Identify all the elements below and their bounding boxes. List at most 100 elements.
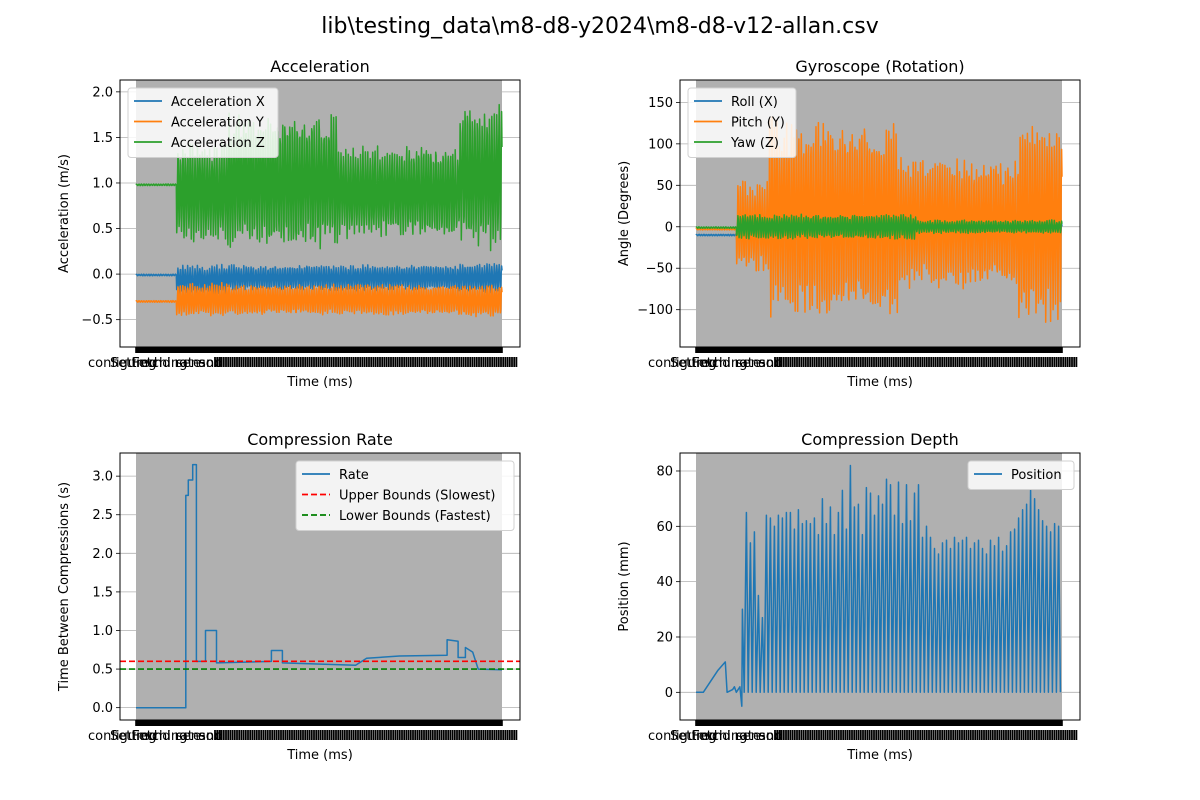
x-tick-label-overlap <box>774 730 1078 740</box>
series-pitch-y <box>695 116 1063 323</box>
legend-label: Acceleration Y <box>171 116 264 131</box>
x-tick-label: Fetching <box>692 356 747 371</box>
x-tick-label: sensor <box>176 356 220 371</box>
x-tick-label: Fetching <box>692 729 747 744</box>
x-tick-label: Setting <box>110 729 157 744</box>
series-rate <box>136 463 503 709</box>
legend-box <box>967 460 1075 490</box>
y-tick-label: 50 <box>656 179 673 194</box>
y-axis-label: Time Between Compressions (s) <box>57 482 72 692</box>
legend-label: Position <box>1011 468 1062 483</box>
y-tick-label: 0.5 <box>92 663 113 678</box>
x-tick-label: sensor <box>736 356 780 371</box>
y-tick-label: 3.0 <box>92 470 113 485</box>
x-tick-label: Setting <box>670 356 717 371</box>
axes-frame <box>679 79 1081 348</box>
x-axis-label: Time (ms) <box>846 375 913 390</box>
x-tick-label: Setting <box>110 356 157 371</box>
chart-title: Acceleration <box>270 57 369 76</box>
x-ticks <box>135 720 503 726</box>
x-tick-label: nd rate <box>154 729 201 744</box>
x-tick-label: nd rate <box>714 356 761 371</box>
y-tick-label: 1.5 <box>92 131 113 146</box>
chart-compression-rate: 0.0 0.5 1.0 1.5 2.0 2.5 3.0 configuredSettingFe… <box>57 430 521 763</box>
x-tick-label: configured <box>88 356 157 371</box>
y-axis-label: Position (mm) <box>617 541 632 631</box>
series-acceleration-y <box>135 281 503 318</box>
y-tick-label: 40 <box>656 575 673 590</box>
x-tick-label: sensor <box>176 729 220 744</box>
series-acceleration-x <box>135 263 503 296</box>
y-axis-label: Angle (Degrees) <box>617 161 632 266</box>
legend-label: Roll (X) <box>731 95 778 110</box>
y-tick-label: −100 <box>637 303 673 318</box>
x-tick-label: Setting <box>670 729 717 744</box>
series-yaw-z <box>695 213 1063 240</box>
y-tick-label: 80 <box>656 464 673 479</box>
x-tick-label: configured <box>648 356 717 371</box>
legend-label: Lower Bounds (Fastest) <box>339 509 491 524</box>
x-tick-label: nd rate <box>154 356 201 371</box>
legend: Roll (X) Pitch (Y) Yaw (Z) <box>687 87 797 158</box>
y-tick-label: 0.0 <box>92 268 113 283</box>
series-acceleration-z <box>135 103 503 252</box>
x-tick-label: Fetching <box>132 356 187 371</box>
chart-acceleration: −0.5 0.0 0.5 1.0 1.5 2.0 configuredSettingFetc… <box>57 57 521 390</box>
legend: Position <box>967 460 1075 490</box>
series-position <box>696 464 1062 707</box>
y-tick-label: −50 <box>646 262 673 277</box>
x-tick-label-overlap <box>214 357 518 367</box>
y-tick-label: 2.0 <box>92 85 113 100</box>
y-tick-label: 0 <box>665 686 673 701</box>
x-tick-label-overlap <box>774 357 1078 367</box>
legend-box <box>687 87 797 158</box>
x-tick-label: Fetching <box>132 729 187 744</box>
axes-frame <box>679 452 1081 721</box>
chart-title: Compression Depth <box>801 430 959 449</box>
series-layer <box>135 103 503 318</box>
y-tick-label: 0.0 <box>92 701 113 716</box>
legend-box <box>127 87 279 158</box>
y-tick-label: 150 <box>648 96 673 111</box>
series-layer <box>695 116 1063 323</box>
legend: Acceleration X Acceleration Y Acceleration… <box>127 87 279 158</box>
chart-gyroscope-rotation: −100 −50 0 50 100 150 configuredSettingFetchin… <box>617 57 1081 390</box>
x-tick-label: nd rate <box>714 729 761 744</box>
y-tick-label: 2.5 <box>92 508 113 523</box>
chart-title: Gyroscope (Rotation) <box>795 57 964 76</box>
y-tick-label: 1.0 <box>92 624 113 639</box>
y-tick-label: 1.5 <box>92 585 113 600</box>
x-ticks <box>695 720 1063 726</box>
y-tick-label: 20 <box>656 630 673 645</box>
x-tick-label: configured <box>648 729 717 744</box>
chart-title: Compression Rate <box>247 430 393 449</box>
x-tick-label: configured <box>88 729 157 744</box>
y-tick-label: −0.5 <box>81 313 113 328</box>
figure-title: lib\testing_data\m8-d8-y2024\m8-d8-v12-a… <box>321 14 878 39</box>
y-tick-label: 0 <box>665 220 673 235</box>
legend-label: Acceleration Z <box>171 136 265 151</box>
legend-box <box>295 460 515 531</box>
x-axis-label: Time (ms) <box>286 748 353 763</box>
legend-label: Yaw (Z) <box>730 136 779 151</box>
legend: Rate Upper Bounds (Slowest) Lower Bounds (… <box>295 460 515 531</box>
y-tick-label: 60 <box>656 520 673 535</box>
axes-frame <box>119 452 521 721</box>
x-axis-label: Time (ms) <box>846 748 913 763</box>
y-axis-label: Acceleration (m/s) <box>57 154 72 273</box>
series-layer <box>120 463 520 709</box>
legend-label: Rate <box>339 468 369 483</box>
x-axis-label: Time (ms) <box>286 375 353 390</box>
x-tick-label: sensor <box>736 729 780 744</box>
axes-frame <box>119 79 521 348</box>
y-tick-label: 0.5 <box>92 222 113 237</box>
y-tick-label: 2.0 <box>92 547 113 562</box>
y-tick-label: 1.0 <box>92 176 113 191</box>
legend-label: Upper Bounds (Slowest) <box>339 489 495 504</box>
legend-label: Acceleration X <box>171 95 265 110</box>
